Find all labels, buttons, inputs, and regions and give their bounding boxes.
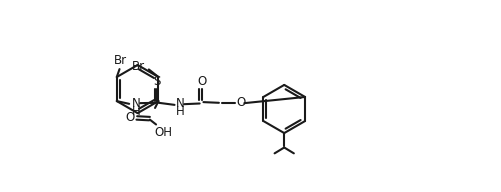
Text: H: H bbox=[131, 105, 140, 118]
Text: O: O bbox=[125, 111, 135, 124]
Text: H: H bbox=[175, 105, 184, 118]
Text: Br: Br bbox=[114, 54, 127, 67]
Text: Br: Br bbox=[132, 60, 145, 73]
Text: O: O bbox=[236, 96, 245, 109]
Text: N: N bbox=[175, 97, 184, 110]
Text: N: N bbox=[131, 97, 140, 110]
Text: OH: OH bbox=[154, 126, 172, 139]
Text: O: O bbox=[197, 75, 206, 88]
Text: S: S bbox=[153, 75, 160, 88]
